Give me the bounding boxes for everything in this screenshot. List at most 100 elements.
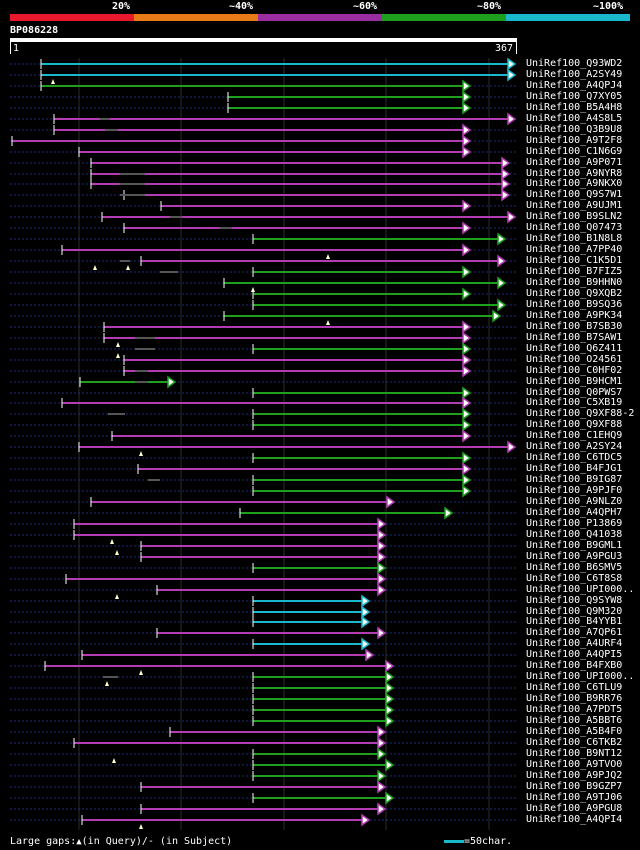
hit-label[interactable]: UniRef100_UPI000.. [526,584,635,595]
hit-label[interactable]: UniRef100_B9HCM1 [526,376,623,387]
hit-label[interactable]: UniRef100_A9T2F8 [526,135,623,146]
hit-label[interactable]: UniRef100_B5A4H8 [526,102,623,113]
hit-label[interactable]: UniRef100_A7QP61 [526,627,623,638]
hit-label[interactable]: UniRef100_C6TKB2 [526,737,623,748]
hit-label[interactable]: UniRef100_A9TVO0 [526,759,623,770]
hit-label[interactable]: UniRef100_B7SB30 [526,321,623,332]
hit-label[interactable]: UniRef100_A9PJF0 [526,485,623,496]
hit-label[interactable]: UniRef100_B4YYB1 [526,616,623,627]
hit-label[interactable]: UniRef100_A2SY49 [526,69,623,80]
hit-label[interactable]: UniRef100_A9PJQ2 [526,770,623,781]
query-gap-marker [115,594,119,599]
hit-label[interactable]: UniRef100_A9PK34 [526,310,623,321]
hit-arrow-head [507,210,517,224]
hit-label[interactable]: UniRef100_P13869 [526,518,623,529]
hit-label[interactable]: UniRef100_Q7XY05 [526,91,623,102]
hit-label[interactable]: UniRef100_C0HF02 [526,365,623,376]
hit-label[interactable]: UniRef100_UPI000.. [526,671,635,682]
hit-label[interactable]: UniRef100_A4QPH7 [526,507,623,518]
hit-label[interactable]: UniRef100_B7FIZ5 [526,266,623,277]
hit-label[interactable]: UniRef100_B9GZP7 [526,781,623,792]
hit-arrow-head [377,747,387,761]
hit-label[interactable]: UniRef100_B7SAW1 [526,332,623,343]
hit-label[interactable]: UniRef100_C5XB19 [526,397,623,408]
hit-label[interactable]: UniRef100_Q07473 [526,222,623,233]
hit-label[interactable]: UniRef100_C1N6G9 [526,146,623,157]
hit-label[interactable]: UniRef100_B9NT12 [526,748,623,759]
hit-label[interactable]: UniRef100_C6TDC5 [526,452,623,463]
hit-arrow-head [462,407,472,421]
hit-label[interactable]: UniRef100_B4FXB0 [526,660,623,671]
hit-label[interactable]: UniRef100_C6T8S8 [526,573,623,584]
gap-legend: Large gaps:▲(in Query)/- (in Subject) [10,836,232,847]
hit-label[interactable]: UniRef100_Q3B9U8 [526,124,623,135]
hit-label[interactable]: UniRef100_A5BBT6 [526,715,623,726]
hit-arrow-head [385,714,395,728]
hit-label[interactable]: UniRef100_A9PGU8 [526,803,623,814]
hit-arrow-head [377,725,387,739]
hit-arrow-head [462,396,472,410]
hit-arrow-head [385,703,395,717]
hit-arrow-head [462,386,472,400]
query-gap-marker [112,758,116,763]
hit-label[interactable]: UniRef100_Q9XQB2 [526,288,623,299]
legend-orange-segment [134,14,258,21]
hit-arrow-head [462,123,472,137]
hit-label[interactable]: UniRef100_C1EHQ9 [526,430,623,441]
hit-label[interactable]: UniRef100_B9SLN2 [526,211,623,222]
legend-tick-100: ~100% [593,1,624,12]
hit-label[interactable]: UniRef100_A2SY24 [526,441,623,452]
scale-legend: =50char. [444,836,512,847]
hit-label[interactable]: UniRef100_Q0PWS7 [526,387,623,398]
hit-label[interactable]: UniRef100_A4QPI4 [526,814,623,825]
hit-label[interactable]: UniRef100_A5B4F0 [526,726,623,737]
hit-label[interactable]: UniRef100_A9NKX0 [526,178,623,189]
hit-label[interactable]: UniRef100_A7PP40 [526,244,623,255]
hit-arrow-head [462,331,472,345]
hit-label[interactable]: UniRef100_A4URF4 [526,638,623,649]
query-gap-marker [139,451,143,456]
hit-label[interactable]: UniRef100_B4FJG1 [526,463,623,474]
hit-arrow-head [497,298,507,312]
hit-label[interactable]: UniRef100_C1K5D1 [526,255,623,266]
hit-label[interactable]: UniRef100_B6SMV5 [526,562,623,573]
hit-label[interactable]: UniRef100_Q93WD2 [526,58,623,69]
hit-label[interactable]: UniRef100_A9NLZ0 [526,496,623,507]
hit-label[interactable]: UniRef100_A9TJ06 [526,792,623,803]
hit-label[interactable]: UniRef100_A9PGU3 [526,551,623,562]
hit-arrow-head [501,167,511,181]
hit-label[interactable]: UniRef100_Q9XF88-2 [526,408,635,419]
hit-label[interactable]: UniRef100_C6TLU9 [526,682,623,693]
hit-label[interactable]: UniRef100_Q9S7W1 [526,189,623,200]
hit-label[interactable]: UniRef100_Q6Z411 [526,343,623,354]
hit-label[interactable]: UniRef100_A4S8L5 [526,113,623,124]
hit-label[interactable]: UniRef100_O24561 [526,354,623,365]
legend-purple-segment [258,14,382,21]
hit-arrow-head [386,495,396,509]
hit-label[interactable]: UniRef100_Q41038 [526,529,623,540]
hit-arrow-head [462,79,472,93]
hit-label[interactable]: UniRef100_Q9M320 [526,606,623,617]
hit-label[interactable]: UniRef100_B9GML1 [526,540,623,551]
hit-arrow-head [167,375,177,389]
hit-label[interactable]: UniRef100_A9UJM1 [526,200,623,211]
hit-label[interactable]: UniRef100_A9NYR8 [526,168,623,179]
hit-label[interactable]: UniRef100_A4QPJ4 [526,80,623,91]
legend-tick-20: 20% [112,1,131,12]
hit-arrow-head [385,791,395,805]
hit-label[interactable]: UniRef100_B9HHN0 [526,277,623,288]
hit-label[interactable]: UniRef100_A4QPI5 [526,649,623,660]
hit-label[interactable]: UniRef100_Q9SYW8 [526,595,623,606]
hit-label[interactable]: UniRef100_B9IG87 [526,474,623,485]
hit-label[interactable]: UniRef100_B9RR76 [526,693,623,704]
hit-label[interactable]: UniRef100_A7PDT5 [526,704,623,715]
hit-arrow-head [462,473,472,487]
hit-arrow-head [377,561,387,575]
hit-arrow-head [385,681,395,695]
hit-label[interactable]: UniRef100_Q9XF88 [526,419,623,430]
hit-label[interactable]: UniRef100_B1N8L8 [526,233,623,244]
hit-label[interactable]: UniRef100_A9P071 [526,157,623,168]
hit-arrow-head [501,188,511,202]
hit-label[interactable]: UniRef100_B9SQ36 [526,299,623,310]
